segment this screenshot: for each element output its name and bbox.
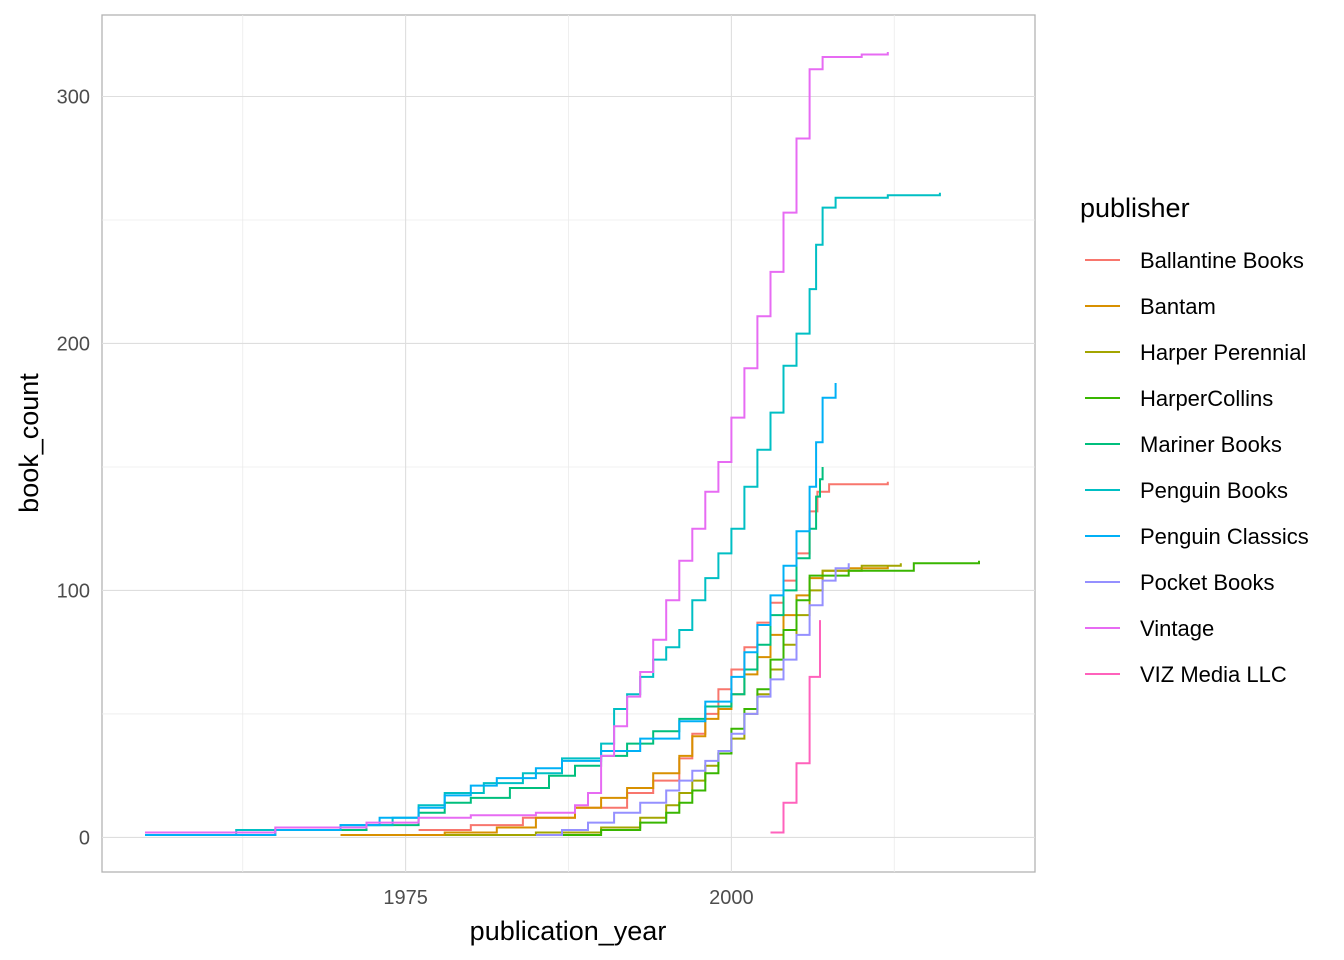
series-line: [145, 192, 941, 836]
legend-label: Penguin Classics: [1140, 524, 1309, 549]
y-axis-title: book_count: [14, 373, 44, 513]
y-tick-label: 100: [57, 580, 90, 602]
y-tick-label: 200: [57, 333, 90, 355]
legend-label: Penguin Books: [1140, 478, 1288, 503]
legend-label: HarperCollins: [1140, 386, 1273, 411]
legend-label: Vintage: [1140, 616, 1214, 641]
series-line: [145, 52, 889, 834]
legend-label: Bantam: [1140, 294, 1216, 319]
series-lines: [145, 52, 980, 836]
legend-title: publisher: [1080, 193, 1190, 223]
legend-label: Mariner Books: [1140, 432, 1282, 457]
legend-label: Ballantine Books: [1140, 248, 1304, 273]
legend-label: VIZ Media LLC: [1140, 662, 1287, 687]
y-axis-tick-labels: 0 100 200 300: [57, 87, 90, 850]
legend-label: Pocket Books: [1140, 570, 1275, 595]
legend: publisher Ballantine Books Bantam Harper P…: [1080, 193, 1309, 687]
x-axis-title: publication_year: [470, 916, 667, 946]
grid-lines: [102, 15, 1035, 872]
y-tick-label: 300: [57, 87, 90, 109]
series-line: [770, 620, 821, 834]
x-tick-label: 2000: [709, 887, 754, 909]
y-tick-label: 0: [79, 827, 90, 849]
legend-label: Harper Perennial: [1140, 340, 1306, 365]
x-tick-label: 1975: [383, 887, 428, 909]
x-axis-tick-labels: 1975 2000: [383, 887, 753, 909]
series-line: [145, 383, 837, 836]
series-line: [535, 563, 850, 836]
